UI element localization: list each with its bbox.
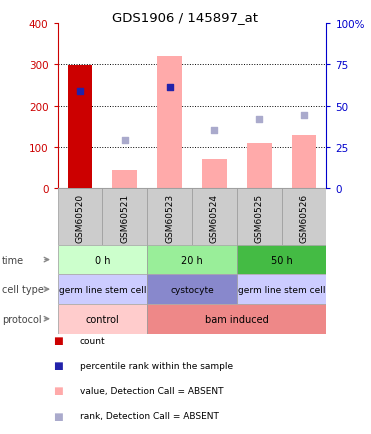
Bar <box>237 245 326 275</box>
Bar <box>58 304 147 334</box>
Text: ■: ■ <box>53 361 62 370</box>
Point <box>167 85 173 92</box>
Bar <box>58 245 147 275</box>
Text: GDS1906 / 145897_at: GDS1906 / 145897_at <box>112 11 259 24</box>
Point <box>256 116 262 123</box>
Bar <box>282 189 326 245</box>
Text: cell type: cell type <box>2 285 44 294</box>
Text: protocol: protocol <box>2 314 42 324</box>
Bar <box>147 245 237 275</box>
Point <box>301 113 307 120</box>
Bar <box>58 275 147 304</box>
Text: percentile rank within the sample: percentile rank within the sample <box>80 361 233 370</box>
Bar <box>157 57 182 189</box>
Text: 50 h: 50 h <box>271 255 292 265</box>
Text: GSM60521: GSM60521 <box>120 193 129 242</box>
Bar <box>147 275 237 304</box>
Text: rank, Detection Call = ABSENT: rank, Detection Call = ABSENT <box>80 411 219 420</box>
Text: ■: ■ <box>53 335 62 345</box>
Point <box>211 128 217 135</box>
Bar <box>147 304 326 334</box>
Text: GSM60525: GSM60525 <box>255 193 264 242</box>
Text: ■: ■ <box>53 386 62 395</box>
Bar <box>237 189 282 245</box>
Text: GSM60520: GSM60520 <box>75 193 85 242</box>
Text: time: time <box>2 255 24 265</box>
Bar <box>192 189 237 245</box>
Text: GSM60526: GSM60526 <box>299 193 309 242</box>
Point <box>122 138 128 145</box>
Text: GSM60524: GSM60524 <box>210 193 219 242</box>
Text: control: control <box>85 314 119 324</box>
Bar <box>58 189 102 245</box>
Bar <box>247 143 272 189</box>
Point <box>77 88 83 95</box>
Text: ■: ■ <box>53 411 62 421</box>
Bar <box>112 170 137 189</box>
Text: 20 h: 20 h <box>181 255 203 265</box>
Bar <box>237 275 326 304</box>
Text: germ line stem cell: germ line stem cell <box>59 285 146 294</box>
Text: 0 h: 0 h <box>95 255 110 265</box>
Bar <box>102 189 147 245</box>
Bar <box>292 135 316 189</box>
Bar <box>68 66 92 189</box>
Text: value, Detection Call = ABSENT: value, Detection Call = ABSENT <box>80 386 223 395</box>
Bar <box>202 160 227 189</box>
Text: GSM60523: GSM60523 <box>165 193 174 242</box>
Text: cystocyte: cystocyte <box>170 285 214 294</box>
Bar <box>147 189 192 245</box>
Text: germ line stem cell: germ line stem cell <box>238 285 325 294</box>
Text: bam induced: bam induced <box>205 314 269 324</box>
Text: count: count <box>80 336 105 345</box>
